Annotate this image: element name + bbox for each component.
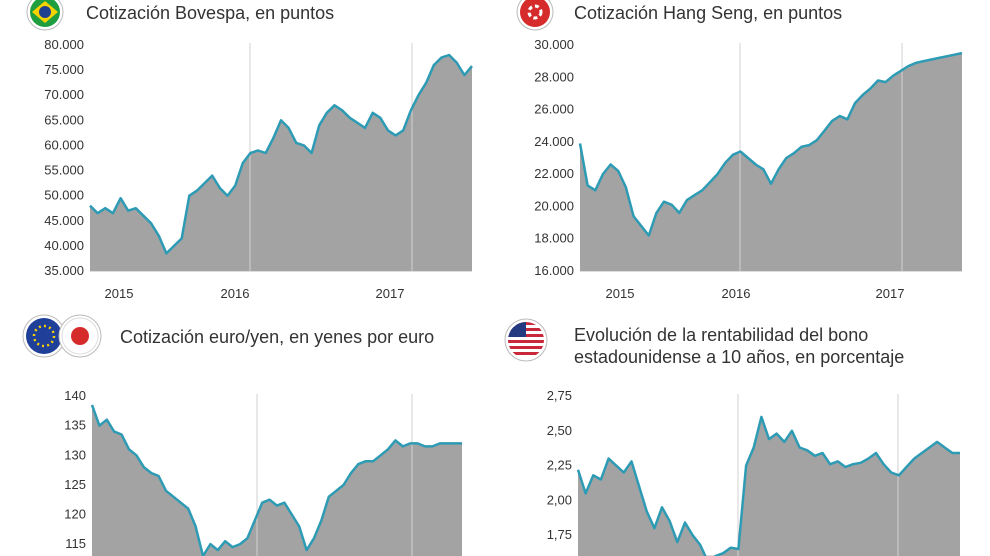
series-area — [578, 416, 960, 556]
series-area — [580, 53, 962, 271]
japan-flag-icon — [58, 314, 102, 358]
x-tick-label: 2016 — [221, 286, 250, 301]
y-tick-label: 26.000 — [534, 102, 574, 117]
y-tick-label: 40.000 — [44, 238, 84, 253]
series-line — [90, 404, 462, 556]
y-tick-label: 2,00 — [547, 492, 572, 507]
chart-title: Evolución de la rentabilidad del bono es… — [574, 325, 905, 367]
y-tick-label: 140 — [64, 388, 86, 403]
y-tick-label: 50.000 — [44, 188, 84, 203]
y-tick-label: 18.000 — [534, 231, 574, 246]
x-tick-label: 2017 — [876, 286, 905, 301]
y-tick-label: 80.000 — [44, 37, 84, 52]
y-tick-label: 22.000 — [534, 166, 574, 181]
series-area — [92, 404, 462, 556]
y-tick-label: 130 — [64, 447, 86, 462]
series-line — [576, 415, 960, 556]
chart-hang-seng: Cotización Hang Seng, en puntos 16.000 18… — [490, 0, 990, 310]
y-tick-label: 2,50 — [547, 423, 572, 438]
x-tick-label: 2015 — [105, 286, 134, 301]
y-tick-label: 125 — [64, 477, 86, 492]
chart-bovespa: Cotización Bovespa, en puntos 35.000 40.0… — [0, 0, 490, 310]
chart-title: Cotización Hang Seng, en puntos — [574, 3, 843, 23]
hang-seng-plot: 16.000 18.000 20.000 22.000 24.000 26.000 28.0… — [534, 37, 963, 301]
euro-yen-plot: 115 120 125 130 135 140 — [64, 388, 462, 556]
y-tick-label: 55.000 — [44, 163, 84, 178]
chart-title: Cotización euro/yen, en yenes por euro — [120, 327, 435, 347]
y-tick-label: 28.000 — [534, 69, 574, 84]
y-tick-label: 135 — [64, 418, 86, 433]
y-tick-label: 2,75 — [547, 388, 572, 403]
chart-euro-yen: Cotización euro/yen, en yenes por euro 1… — [0, 310, 490, 556]
y-tick-label: 60.000 — [44, 137, 84, 152]
y-tick-label: 65.000 — [44, 112, 84, 127]
x-tick-label: 2016 — [722, 286, 751, 301]
y-tick-label: 20.000 — [534, 198, 574, 213]
y-tick-label: 16.000 — [534, 263, 574, 278]
brazil-flag-icon — [26, 0, 64, 31]
hong-kong-flag-icon — [516, 0, 554, 31]
y-tick-label: 70.000 — [44, 87, 84, 102]
usa-flag-icon — [504, 318, 548, 362]
chart-us-bond: Evolución de la rentabilidad del bono es… — [490, 310, 990, 556]
series-line — [578, 51, 963, 237]
x-tick-label: 2015 — [606, 286, 635, 301]
y-tick-label: 115 — [65, 536, 86, 551]
y-tick-label: 35.000 — [44, 263, 84, 278]
series-line — [89, 53, 473, 255]
series-area — [90, 55, 472, 271]
bovespa-plot: 35.000 40.000 45.000 50.000 55.000 60.000 65.0… — [44, 37, 473, 301]
us-bond-plot: 1,75 2,00 2,25 2,50 2,75 — [547, 388, 960, 556]
y-tick-label: 30.000 — [534, 37, 574, 52]
y-tick-label: 120 — [64, 507, 86, 522]
y-tick-label: 75.000 — [44, 62, 84, 77]
y-tick-label: 24.000 — [534, 134, 574, 149]
y-tick-label: 45.000 — [44, 213, 84, 228]
y-tick-label: 2,25 — [547, 458, 572, 473]
y-tick-label: 1,75 — [547, 527, 572, 542]
eu-flag-icon — [22, 314, 66, 358]
chart-title: Cotización Bovespa, en puntos — [86, 3, 335, 23]
x-tick-label: 2017 — [376, 286, 405, 301]
